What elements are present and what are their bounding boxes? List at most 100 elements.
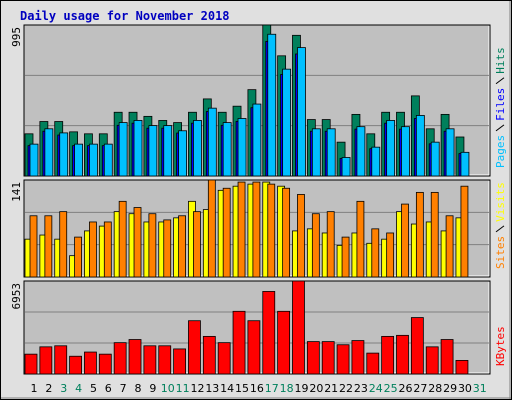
x-tick-label: 7	[120, 382, 127, 395]
bar	[297, 47, 306, 177]
bar	[326, 211, 335, 278]
bar	[311, 213, 320, 278]
bar	[74, 236, 82, 278]
bar	[440, 339, 454, 375]
legend-label: KBytes	[494, 326, 507, 366]
legend-label: Pages	[494, 135, 507, 168]
bar	[267, 183, 276, 278]
bar	[74, 143, 83, 177]
bar	[24, 353, 38, 375]
bar	[54, 345, 68, 375]
bar	[386, 120, 396, 177]
x-tick-label: 20	[309, 382, 323, 395]
bar	[84, 351, 97, 375]
bar	[386, 232, 395, 278]
bar	[207, 107, 217, 177]
bar	[306, 341, 320, 375]
bar	[356, 200, 365, 278]
bar	[326, 128, 336, 177]
bar	[163, 125, 173, 177]
bar	[118, 122, 128, 177]
bar	[207, 179, 216, 278]
bar	[29, 215, 38, 278]
x-tick-label: 10	[161, 382, 175, 395]
bar	[396, 334, 409, 375]
bar	[44, 128, 54, 177]
bar	[89, 221, 97, 278]
x-tick-label: 19	[294, 382, 308, 395]
bar	[321, 341, 335, 375]
x-tick-label: 26	[399, 382, 413, 395]
bar	[133, 120, 143, 177]
bar	[262, 291, 276, 375]
bar	[277, 310, 291, 375]
bar	[118, 200, 127, 278]
bar	[252, 181, 261, 278]
bar	[128, 339, 142, 375]
bar	[460, 151, 470, 177]
x-tick-label: 3	[60, 382, 67, 395]
bar	[267, 33, 277, 177]
x-tick-label: 21	[324, 382, 338, 395]
x-tick-label: 24	[369, 382, 383, 395]
x-tick-label: 11	[176, 382, 190, 395]
bar	[44, 215, 53, 278]
bar	[222, 187, 231, 278]
legend-separator	[495, 77, 505, 85]
bar	[217, 342, 231, 375]
bar	[415, 191, 424, 278]
bar	[59, 132, 69, 177]
x-tick-label: 15	[235, 382, 249, 395]
chart-title: Daily usage for November 2018	[20, 9, 230, 23]
bar	[356, 126, 366, 177]
bar	[292, 280, 305, 375]
bar	[158, 345, 172, 375]
x-tick-label: 9	[149, 382, 156, 395]
x-tick-label: 27	[413, 382, 427, 395]
bar	[89, 143, 98, 177]
bar	[341, 236, 350, 278]
bar	[410, 317, 424, 375]
bar	[193, 211, 201, 278]
bar	[237, 118, 247, 177]
x-tick-label: 28	[428, 382, 442, 395]
bar	[103, 143, 113, 177]
y-tick-label: 995	[10, 27, 23, 47]
bar	[351, 340, 365, 375]
bar	[282, 187, 291, 278]
bar	[445, 128, 455, 177]
bar	[445, 215, 454, 278]
x-tick-label: 13	[205, 382, 219, 395]
bar	[311, 128, 321, 177]
legend-separator	[495, 124, 505, 132]
bar	[178, 130, 188, 177]
bar	[98, 353, 112, 375]
bar	[143, 345, 157, 375]
y-tick-label: 141	[10, 182, 23, 202]
bar	[366, 352, 380, 375]
x-tick-label: 31	[473, 382, 487, 395]
bar	[282, 68, 292, 177]
bar	[222, 122, 232, 177]
x-tick-label: 18	[280, 382, 294, 395]
x-tick-label: 2	[45, 382, 52, 395]
bar	[336, 344, 350, 375]
bar	[29, 143, 39, 177]
bar	[430, 141, 440, 177]
x-tick-label: 22	[339, 382, 353, 395]
bar	[133, 207, 142, 278]
x-tick-label: 16	[250, 382, 264, 395]
x-tick-label: 4	[75, 382, 82, 395]
x-tick-label: 6	[105, 382, 112, 395]
bar	[381, 335, 395, 375]
bar	[371, 228, 380, 278]
bar	[39, 346, 53, 375]
bar	[460, 185, 469, 278]
x-tick-label: 17	[265, 382, 279, 395]
bar	[430, 191, 439, 278]
bar	[371, 146, 381, 177]
bar	[232, 310, 246, 375]
bar	[425, 346, 439, 375]
bar	[188, 320, 201, 375]
